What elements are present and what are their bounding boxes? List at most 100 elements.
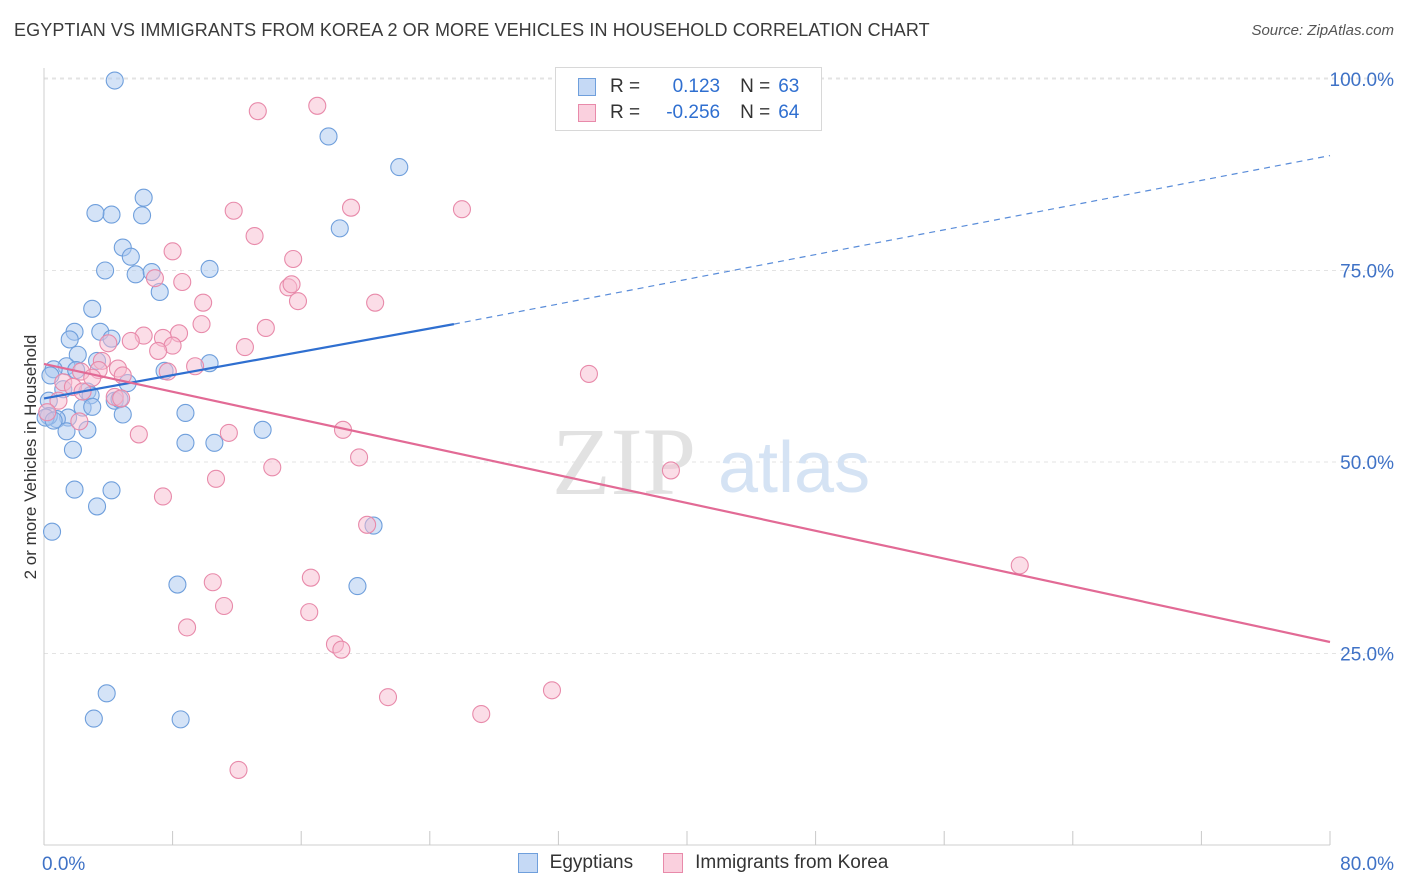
- data-point: [256, 318, 275, 338]
- x-tick-label: 0.0%: [42, 854, 85, 875]
- data-point: [205, 433, 224, 452]
- data-point: [99, 334, 118, 353]
- data-point: [113, 405, 132, 424]
- data-point: [542, 681, 562, 700]
- data-point: [192, 315, 211, 334]
- y-tick-label: 50.0%: [1340, 453, 1394, 474]
- legend-r-value: 0.123: [672, 76, 721, 97]
- data-point: [301, 568, 320, 587]
- series-immigrants-from-korea: [38, 96, 1029, 779]
- data-point: [126, 265, 145, 284]
- data-point: [105, 71, 124, 90]
- legend-n-value: 64: [778, 102, 800, 123]
- legend-r-label: R =: [610, 102, 641, 123]
- data-point: [176, 433, 195, 452]
- legend-item-immigrants-from-korea[interactable]: Immigrants from Korea: [663, 852, 888, 874]
- data-point: [129, 425, 148, 444]
- data-point: [97, 684, 116, 703]
- legend-swatch-blue: [578, 78, 596, 96]
- legend-label: Egyptians: [549, 852, 634, 873]
- data-point: [112, 389, 131, 408]
- data-point: [661, 461, 680, 480]
- data-point: [121, 247, 140, 266]
- data-point: [206, 469, 226, 488]
- data-point: [350, 448, 369, 467]
- data-point: [134, 188, 153, 207]
- legend-swatch-blue: [517, 853, 538, 873]
- y-tick-label: 100.0%: [1330, 70, 1395, 91]
- legend-n-label: N =: [740, 76, 771, 97]
- data-point: [341, 198, 361, 217]
- trend-line-egyptians-extension: [453, 155, 1331, 325]
- axes: [43, 68, 1331, 846]
- data-point: [282, 275, 301, 294]
- data-point: [300, 603, 319, 622]
- data-point: [579, 364, 598, 383]
- trend-line-egyptians: [43, 323, 455, 400]
- data-point: [229, 760, 248, 779]
- data-point: [102, 205, 121, 224]
- y-tick-label: 75.0%: [1340, 262, 1394, 283]
- data-point: [253, 420, 272, 439]
- data-point: [235, 338, 254, 357]
- data-point: [219, 423, 238, 442]
- legend-item-egyptians[interactable]: Egyptians: [517, 852, 634, 874]
- data-point: [245, 226, 264, 246]
- x-tick-label: 80.0%: [1340, 854, 1394, 875]
- data-point: [390, 158, 409, 177]
- data-point: [87, 497, 107, 516]
- data-point: [330, 219, 349, 238]
- trend-line-immigrants-from-korea: [43, 362, 1331, 644]
- data-point: [472, 704, 491, 724]
- legend-n-label: N =: [740, 102, 771, 123]
- data-point: [102, 481, 121, 500]
- data-point: [168, 575, 187, 594]
- chart-title: EGYPTIAN VS IMMIGRANTS FROM KOREA 2 OR M…: [14, 20, 930, 40]
- data-point: [60, 330, 79, 349]
- data-point: [284, 249, 303, 269]
- data-point: [84, 709, 103, 728]
- data-point: [163, 242, 182, 261]
- legend-n-value: 63: [778, 76, 800, 97]
- data-point: [96, 261, 115, 280]
- data-point: [173, 272, 192, 292]
- data-point: [171, 710, 190, 729]
- tick-labels: 25.0% 50.0% 75.0% 100.0% 0.0% 80.0%: [42, 70, 1394, 875]
- data-point: [178, 618, 197, 637]
- data-point: [57, 422, 76, 441]
- data-point: [348, 577, 367, 596]
- data-point: [203, 573, 222, 592]
- data-point: [200, 259, 219, 279]
- data-point: [63, 440, 82, 459]
- data-point: [319, 127, 338, 146]
- data-point: [263, 458, 282, 477]
- data-point: [133, 206, 152, 225]
- legend-series: Egyptians Immigrants from Korea: [0, 852, 1406, 874]
- data-point: [308, 96, 327, 115]
- data-point: [176, 403, 195, 423]
- legend-label: Immigrants from Korea: [695, 852, 889, 873]
- data-point: [358, 515, 377, 534]
- legend-swatch-pink: [663, 853, 684, 873]
- legend-swatch-pink: [578, 104, 596, 122]
- data-point: [224, 201, 243, 220]
- data-point: [288, 292, 308, 311]
- legend-row-korea: R = -0.256 N = 64: [578, 100, 799, 126]
- watermark-atlas: atlas: [718, 428, 870, 508]
- data-point: [452, 200, 472, 219]
- data-point: [42, 522, 62, 541]
- data-point: [153, 487, 173, 506]
- y-axis-label: 2 or more Vehicles in Household: [21, 334, 40, 580]
- legend-r-value: -0.256: [666, 102, 721, 123]
- data-point: [86, 204, 105, 223]
- watermark: ZIP atlas: [552, 408, 870, 515]
- data-point: [1010, 556, 1029, 575]
- data-point: [149, 341, 168, 360]
- data-point: [38, 403, 57, 422]
- data-point: [121, 331, 140, 351]
- data-point: [366, 293, 385, 312]
- data-point: [65, 480, 84, 499]
- data-point: [70, 412, 89, 431]
- series-egyptians: [36, 71, 409, 729]
